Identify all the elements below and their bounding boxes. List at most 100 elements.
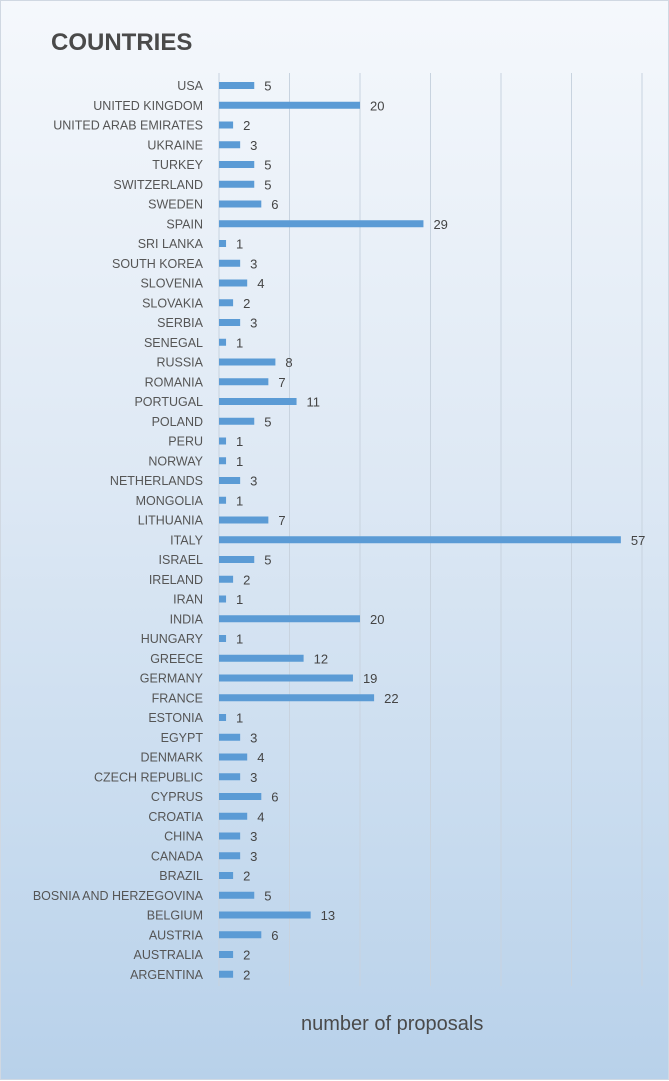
value-label: 4: [257, 276, 264, 291]
value-label: 2: [243, 118, 250, 133]
category-label: IRAN: [173, 593, 203, 607]
value-label: 3: [250, 138, 257, 153]
bar-sweden: [219, 200, 262, 208]
value-label: 2: [243, 572, 250, 587]
bar-united-kingdom: [219, 101, 360, 109]
bar-india: [219, 615, 360, 623]
value-label: 1: [236, 335, 243, 350]
value-label: 22: [384, 691, 398, 706]
category-label: LITHUANIA: [138, 514, 204, 528]
value-label: 3: [250, 730, 257, 745]
category-label: UNITED KINGDOM: [93, 99, 203, 113]
bar-canada: [219, 852, 241, 860]
bar-israel: [219, 556, 255, 563]
bar-united-arab-emirates: [219, 121, 234, 129]
category-label: RUSSIA: [156, 356, 203, 370]
value-label: 2: [243, 967, 250, 982]
bar-russia: [219, 358, 276, 366]
bar-portugal: [219, 398, 297, 405]
category-label: NETHERLANDS: [110, 474, 203, 488]
category-label: HUNGARY: [141, 632, 204, 646]
category-label: FRANCE: [152, 691, 203, 705]
value-label: 1: [236, 237, 243, 252]
bar-serbia: [219, 319, 241, 326]
category-label: AUSTRALIA: [134, 948, 204, 962]
bar-estonia: [219, 714, 227, 721]
category-label: BELGIUM: [147, 909, 203, 923]
value-label: 5: [264, 553, 271, 568]
value-label: 3: [250, 770, 257, 785]
value-label: 20: [370, 98, 384, 113]
category-label: CHINA: [164, 830, 204, 844]
value-label: 3: [250, 316, 257, 331]
value-label: 6: [271, 928, 278, 943]
bar-egypt: [219, 733, 241, 741]
bar-croatia: [219, 812, 248, 820]
value-label: 29: [433, 217, 447, 232]
bar-china: [219, 832, 241, 840]
value-label: 1: [236, 592, 243, 607]
category-label: POLAND: [152, 415, 203, 429]
bar-sri-lanka: [219, 240, 227, 247]
bar-usa: [219, 82, 255, 89]
bar-france: [219, 694, 375, 702]
category-label: TURKEY: [152, 158, 203, 172]
category-label: BOSNIA AND HERZEGOVINA: [33, 889, 204, 903]
category-label: ITALY: [170, 533, 204, 547]
value-label: 5: [264, 79, 271, 94]
category-label: MONGOLIA: [136, 494, 204, 508]
category-label: GERMANY: [140, 672, 204, 686]
bar-netherlands: [219, 477, 241, 484]
category-label: UNITED ARAB EMIRATES: [53, 119, 203, 133]
category-label: SENEGAL: [144, 336, 203, 350]
category-label: SPAIN: [166, 217, 203, 231]
value-label: 6: [271, 790, 278, 805]
category-label: CZECH REPUBLIC: [94, 770, 203, 784]
value-label: 20: [370, 612, 384, 627]
category-label: SWEDEN: [148, 198, 203, 212]
value-label: 1: [236, 632, 243, 647]
bar-bosnia-and-herzegovina: [219, 891, 255, 899]
bars: [219, 82, 621, 978]
bar-italy: [219, 536, 621, 544]
value-label: 19: [363, 671, 377, 686]
value-label: 8: [285, 355, 292, 370]
category-label: ISRAEL: [159, 553, 204, 567]
category-label: SLOVENIA: [140, 277, 203, 291]
gridlines: [218, 73, 643, 986]
category-label: ESTONIA: [148, 711, 203, 725]
bar-czech-republic: [219, 773, 241, 781]
category-labels: USA UNITED KINGDOM UNITED ARAB EMIRATES UKR…: [33, 79, 204, 982]
value-label: 5: [264, 414, 271, 429]
bar-poland: [219, 417, 255, 425]
chart-title: COUNTRIES: [51, 29, 193, 56]
bar-senegal: [219, 338, 227, 346]
category-label: ROMANIA: [145, 375, 204, 389]
value-label: 5: [264, 177, 271, 192]
x-axis-title: number of proposals: [301, 1013, 484, 1035]
value-label: 3: [250, 256, 257, 271]
category-label: BRAZIL: [159, 869, 203, 883]
value-label: 12: [314, 651, 328, 666]
value-label: 7: [278, 513, 285, 528]
category-label: PERU: [168, 435, 203, 449]
value-label: 1: [236, 711, 243, 726]
value-label: 1: [236, 434, 243, 449]
bar-iran: [219, 595, 227, 603]
bar-hungary: [219, 635, 227, 642]
category-label: UKRAINE: [147, 138, 203, 152]
bar-mongolia: [219, 496, 227, 504]
bar-cyprus: [219, 793, 262, 800]
bar-peru: [219, 437, 227, 445]
category-label: EGYPT: [161, 731, 204, 745]
category-label: NORWAY: [148, 454, 203, 468]
value-label: 5: [264, 888, 271, 903]
category-label: SERBIA: [157, 316, 204, 330]
category-label: SRI LANKA: [138, 237, 204, 251]
bar-slovakia: [219, 299, 234, 307]
bar-argentina: [219, 970, 234, 978]
category-label: INDIA: [170, 612, 204, 626]
value-label: 5: [264, 158, 271, 173]
category-label: CANADA: [151, 849, 204, 863]
bar-brazil: [219, 872, 234, 879]
